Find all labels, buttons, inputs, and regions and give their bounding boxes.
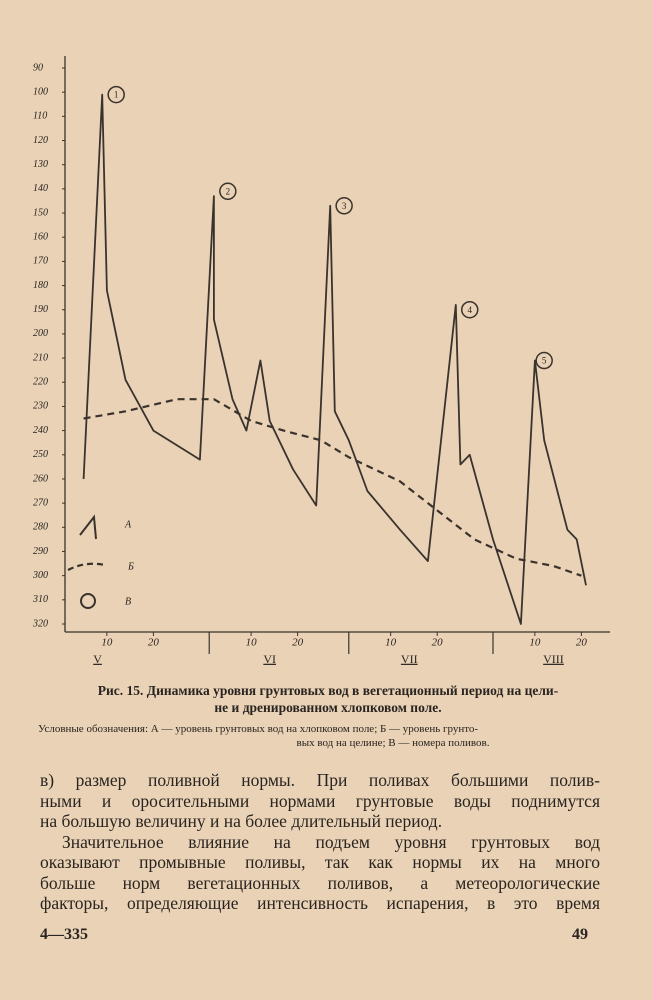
text-line: оказывают промывные поливы, так как норм… bbox=[40, 852, 600, 872]
y-tick-label: 250 bbox=[33, 449, 48, 460]
irrigation-number: 1 bbox=[114, 90, 119, 100]
legend-label: В bbox=[125, 596, 131, 607]
body-text: в) размер поливной нормы. При поливах бо… bbox=[40, 770, 600, 914]
x-tick-label: 20 bbox=[576, 637, 588, 649]
x-tick-label: 10 bbox=[101, 637, 113, 649]
series-line bbox=[82, 93, 587, 625]
month-label: VIII bbox=[543, 652, 564, 666]
irrigation-marker bbox=[107, 85, 125, 104]
y-tick-label: 240 bbox=[33, 425, 48, 436]
irrigation-marker bbox=[535, 351, 553, 370]
page-number: 49 bbox=[572, 926, 588, 943]
text-line: Значительное влияние на подъем уровня гр… bbox=[62, 831, 600, 852]
y-tick-label: 300 bbox=[32, 570, 48, 581]
y-tick-label: 90 bbox=[33, 62, 43, 73]
legend-symbol bbox=[67, 562, 106, 571]
y-tick-label: 270 bbox=[33, 497, 48, 508]
irrigation-marker bbox=[335, 197, 353, 215]
month-label: V bbox=[93, 652, 102, 666]
y-tick-label: 180 bbox=[33, 280, 48, 291]
legend-label: А bbox=[124, 519, 132, 530]
y-tick-label: 200 bbox=[33, 328, 48, 339]
figure-caption: Рис. 15. Динамика уровня грунтовых вод в… bbox=[38, 682, 618, 716]
irrigation-number: 3 bbox=[342, 201, 347, 211]
y-tick-label: 210 bbox=[33, 352, 48, 363]
irrigation-number: 5 bbox=[542, 356, 547, 366]
caption-line: Рис. 15. Динамика уровня грунтовых вод в… bbox=[97, 683, 559, 698]
x-tick-label: 10 bbox=[246, 637, 258, 649]
y-tick-label: 280 bbox=[33, 522, 48, 533]
y-tick-label: 150 bbox=[33, 207, 48, 218]
caption-line: не и дренированном хлопковом поле. bbox=[214, 700, 442, 715]
y-tick-label: 160 bbox=[33, 232, 48, 243]
x-tick-label: 10 bbox=[385, 637, 397, 649]
legend-line: Условные обозначения: А — уровень грунто… bbox=[38, 723, 479, 735]
month-label: VII bbox=[401, 652, 418, 666]
signature: 4—335 bbox=[40, 926, 88, 943]
chart: 9010011012013014015016017018019020021022… bbox=[32, 56, 610, 666]
text-line: факторы, определяющие интенсивность испа… bbox=[40, 893, 600, 913]
x-tick-label: 10 bbox=[529, 637, 541, 649]
legend-label: Б bbox=[127, 561, 134, 572]
y-tick-label: 130 bbox=[33, 159, 48, 170]
irrigation-marker bbox=[219, 182, 237, 201]
x-tick-label: 20 bbox=[148, 637, 160, 649]
irrigation-number: 4 bbox=[467, 305, 472, 315]
irrigation-number: 2 bbox=[226, 186, 231, 196]
y-tick-label: 140 bbox=[33, 183, 48, 194]
figure-legend: Условные обозначения: А — уровень грунто… bbox=[38, 722, 598, 750]
y-tick-label: 170 bbox=[33, 256, 48, 267]
legend-symbol bbox=[80, 593, 96, 609]
x-tick-label: 20 bbox=[432, 637, 444, 649]
text-line: на большую величину и на более длительны… bbox=[40, 811, 443, 831]
legend-symbol bbox=[79, 514, 97, 540]
y-tick-label: 100 bbox=[33, 86, 48, 97]
text-line: больше норм вегетационных поливов, а мет… bbox=[40, 872, 600, 893]
month-label: VI bbox=[263, 652, 276, 666]
text-line: ными и оросительными нормами грунтовые в… bbox=[40, 790, 600, 811]
y-tick-label: 260 bbox=[33, 473, 48, 484]
y-tick-label: 190 bbox=[33, 304, 48, 315]
y-tick-label: 290 bbox=[33, 546, 48, 557]
series-line bbox=[83, 398, 582, 577]
irrigation-marker bbox=[460, 300, 479, 319]
y-tick-label: 320 bbox=[32, 618, 48, 629]
y-tick-label: 120 bbox=[33, 135, 48, 146]
y-tick-label: 110 bbox=[33, 111, 47, 122]
y-tick-label: 230 bbox=[33, 401, 48, 412]
x-tick-label: 20 bbox=[292, 637, 304, 649]
y-tick-label: 220 bbox=[33, 377, 48, 388]
legend-line: вых вод на целине; В — номера поливов. bbox=[296, 737, 490, 749]
text-line: в) размер поливной нормы. При поливах бо… bbox=[40, 770, 600, 790]
y-tick-label: 310 bbox=[32, 594, 48, 605]
